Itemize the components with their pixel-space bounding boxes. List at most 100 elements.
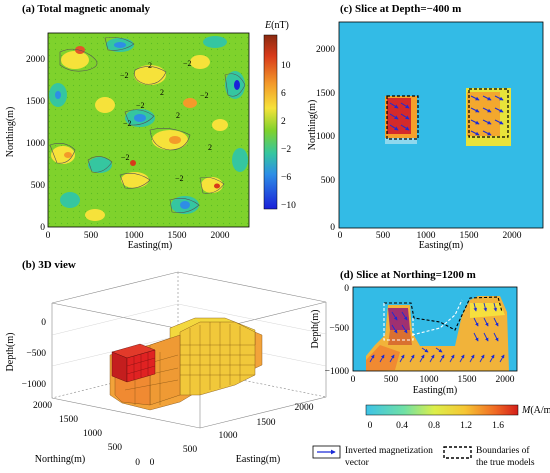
x-tick-label: 1500	[458, 375, 477, 385]
legend-true-boundaries: Boundaries of the true models	[443, 445, 535, 468]
panel-d: (d) Slice at Northing=1200 m	[310, 269, 550, 431]
m-colorbar-tick: 0.4	[396, 421, 408, 431]
contour-label: −2	[183, 59, 192, 68]
panel-c-background	[339, 22, 543, 228]
panel-c-frame	[338, 21, 544, 229]
voxel-body	[109, 317, 263, 411]
panel-b: (b) 3D view	[5, 259, 327, 468]
contour-label: 2	[208, 143, 212, 152]
m-colorbar-tick: 0.8	[428, 421, 440, 431]
panel-b-zlabel: Depth(m)	[5, 333, 16, 372]
x-tick-label: 2000	[211, 231, 230, 241]
panel-c-xlabel: Easting(m)	[419, 240, 463, 251]
panel-d-frame	[352, 286, 518, 372]
x-tick-label: 2000	[496, 375, 515, 385]
panel-a-yticks: 0 500 1000 1500 2000	[26, 55, 45, 233]
m-colorbar-tick: 0	[368, 421, 373, 431]
panel-c-yticks: 0 500 1000 1500 2000	[316, 45, 335, 233]
colorbar-var: E	[264, 20, 271, 31]
legend-inverted-line1: Inverted magnetization	[345, 446, 433, 456]
true-boundary-box	[468, 88, 509, 138]
panel-b-ylabel: Northing(m)	[35, 454, 86, 465]
contour-label: −2	[120, 71, 129, 80]
y-tick-label: 1500	[316, 89, 335, 99]
true-boundary-outline	[384, 296, 503, 331]
panel-b-xticks: 0 500 1000 1500 2000	[150, 403, 314, 468]
magnetization-colorbar: M(A/m) 0 0.4 0.8 1.2 1.6	[365, 404, 550, 431]
panel-a: (a) Total magnetic anomaly	[5, 3, 296, 251]
m-colorbar-var: M	[521, 405, 531, 416]
x-tick-label: 500	[384, 375, 399, 385]
anomaly-map: −2 2 −2 2 −2 −2 −2 2 2 −2 −2	[48, 33, 249, 227]
panel-d-title: (d) Slice at Northing=1200 m	[340, 269, 476, 281]
magnetization-colorbar-gradient	[365, 404, 519, 416]
voxel-red-cube	[111, 343, 156, 383]
m-colorbar-tick: 1.2	[460, 421, 472, 431]
anomaly-colorbar-gradient	[263, 34, 278, 210]
legend-true-line2: the true models	[476, 458, 535, 468]
y-tick-label: 2000	[26, 55, 45, 65]
panel-a-xlabel: Easting(m)	[128, 240, 172, 251]
y-tick-label: 500	[31, 181, 46, 191]
legend-true-line1: Boundaries of	[476, 445, 530, 456]
z-tick-label: −500	[26, 349, 46, 359]
colorbar-tick: −10	[281, 201, 296, 211]
m-colorbar-tick: 1.6	[492, 421, 504, 431]
x-tick-label: 2000	[503, 231, 522, 241]
x-tick-label: 0	[46, 231, 51, 241]
panel-b-title: (b) 3D view	[22, 259, 76, 271]
panel-c-xticks: 0 500 1000 1500 2000	[338, 231, 522, 241]
panel-b-zticks: 0 −500 −1000	[22, 318, 47, 390]
panel-a-xticks: 0 500 1000 1500 2000	[46, 231, 230, 241]
y-tick-label: 0	[135, 458, 140, 468]
contour-label: −2	[200, 91, 209, 100]
panel-b-yticks: 2000 1500 1000 500 0	[33, 401, 140, 468]
true-boundary-box	[386, 95, 419, 140]
x-tick-label: 1500	[257, 418, 276, 428]
y-tick-label: 1500	[26, 97, 45, 107]
panel-a-title: (a) Total magnetic anomaly	[22, 3, 151, 15]
panel-d-xlabel: Easting(m)	[413, 385, 457, 396]
colorbar-tick: −2	[281, 145, 291, 155]
y-tick-label: 1000	[83, 429, 102, 439]
legend-inverted-line2: vector	[345, 458, 370, 468]
panel-d-xticks: 0 500 1000 1500 2000	[351, 375, 515, 385]
legend-inverted-vector: Inverted magnetization vector	[312, 445, 433, 468]
x-tick-label: 500	[376, 231, 391, 241]
dashed-box-icon	[443, 446, 472, 459]
colorbar-tick: 10	[281, 61, 291, 71]
contour-label: −2	[175, 174, 184, 183]
y-tick-label: 1000	[26, 139, 45, 149]
anomaly-colorbar: E(nT) 10 6 2 −2 −6 −10	[263, 20, 296, 211]
x-tick-label: 1000	[219, 431, 238, 441]
slice-d-upper-block	[388, 308, 410, 330]
positive-anomalies	[51, 46, 228, 221]
x-tick-label: 1500	[168, 231, 187, 241]
y-tick-label: 1500	[59, 415, 78, 425]
x-tick-label: 1000	[417, 231, 436, 241]
x-tick-label: 0	[338, 231, 343, 241]
panel-c-title: (c) Slice at Depth=−400 m	[340, 3, 461, 15]
inverted-vector-swatch	[312, 445, 341, 459]
panel-d-ylabel: Depth(m)	[310, 310, 321, 349]
contour-lines	[49, 36, 246, 213]
svg-text:E(nT): E(nT)	[264, 20, 289, 31]
x-tick-label: 1000	[125, 231, 144, 241]
panel-a-ylabel: Northing(m)	[5, 107, 16, 158]
y-tick-label: −1000	[325, 367, 350, 377]
panel-b-xlabel: Easting(m)	[236, 454, 280, 465]
y-tick-label: 1000	[316, 132, 335, 142]
y-tick-label: 0	[40, 223, 45, 233]
figure-legend: Inverted magnetization vector Boundaries…	[312, 445, 535, 468]
colorbar-unit: (nT)	[271, 20, 289, 31]
colorbar-tick: −6	[281, 173, 291, 183]
x-tick-label: 500	[84, 231, 99, 241]
x-tick-label: 500	[183, 445, 198, 455]
contour-labels: −2 2 −2 2 −2 −2 −2 2 2 −2 −2	[120, 59, 212, 183]
panel-c-ylabel: Northing(m)	[307, 100, 318, 151]
x-tick-label: 1000	[420, 375, 439, 385]
x-tick-label: 1500	[460, 231, 479, 241]
slice-c-right-block	[466, 88, 511, 146]
colorbar-tick: 6	[281, 89, 286, 99]
y-tick-label: 0	[330, 223, 335, 233]
